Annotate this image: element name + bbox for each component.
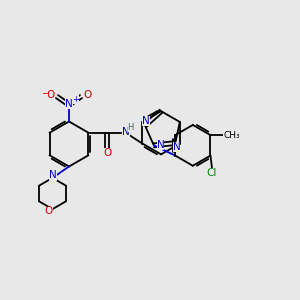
Text: −: − xyxy=(41,88,48,98)
Text: N: N xyxy=(172,142,180,152)
Text: N: N xyxy=(157,140,164,150)
Text: N: N xyxy=(49,170,57,181)
Text: O: O xyxy=(45,206,53,217)
Text: CH₃: CH₃ xyxy=(223,130,240,140)
Text: H: H xyxy=(128,123,134,132)
Text: O: O xyxy=(103,148,111,158)
Text: +: + xyxy=(72,95,79,104)
Text: Cl: Cl xyxy=(207,168,217,178)
Text: O: O xyxy=(83,90,92,100)
Text: N: N xyxy=(142,116,150,126)
Text: N: N xyxy=(65,99,73,110)
Text: N: N xyxy=(122,128,130,137)
Text: O: O xyxy=(46,90,55,100)
